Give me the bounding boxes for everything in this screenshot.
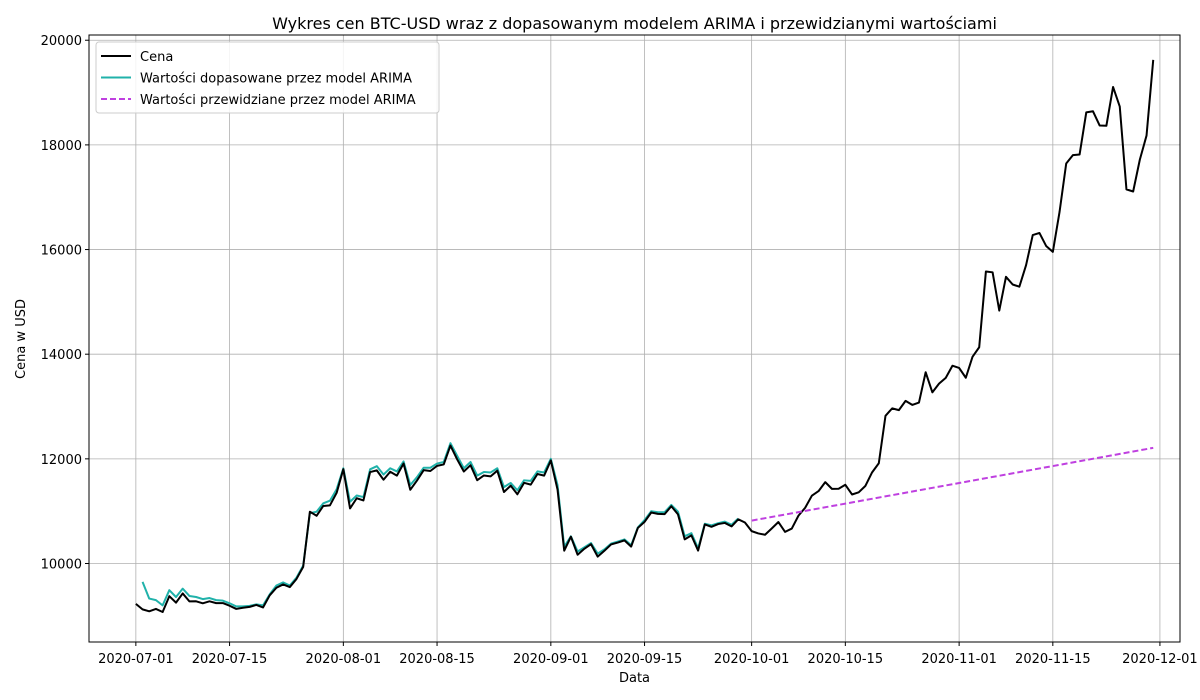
legend-entry-arima-forecast-label: Wartości przewidziane przez model ARIMA [140,93,416,108]
y-tick-label: 12000 [41,453,82,468]
series-lines [135,59,1155,614]
y-axis: 10000 12000 14000 16000 18000 20000 [41,34,89,573]
x-tick-label: 2020-07-01 [98,652,174,667]
y-tick-label: 16000 [41,244,82,259]
legend-box [95,41,440,114]
x-tick-label: 2020-12-01 [1122,652,1198,667]
y-tick-label: 10000 [41,558,82,573]
y-tick-label: 18000 [41,139,82,154]
y-tick-label: 14000 [41,348,82,363]
x-tick-label: 2020-09-15 [607,652,683,667]
x-tick-label: 2020-07-15 [192,652,268,667]
y-axis-label: Cena w USD [14,299,29,379]
x-axis: 2020-07-01 2020-07-15 2020-08-01 2020-08-15… [98,642,1198,667]
y-tick-label: 20000 [41,34,82,49]
x-tick-label: 2020-10-15 [808,652,884,667]
x-tick-label: 2020-08-15 [399,652,475,667]
chart-title: Wykres cen BTC-USD wraz z dopasowanym mo… [272,14,997,33]
x-tick-label: 2020-11-01 [921,652,997,667]
x-tick-label: 2020-09-01 [513,652,589,667]
x-axis-label: Data [619,671,650,686]
plot-area [88,34,1181,643]
series-line-price [135,59,1155,614]
x-tick-label: 2020-11-15 [1015,652,1091,667]
legend-entry-price-label: Cena [140,50,173,65]
series-line-arima-forecast [751,446,1154,522]
legend-entry-arima-fitted-label: Wartości dopasowane przez model ARIMA [140,72,412,87]
legend: Cena Wartości dopasowane przez model ARIM… [95,41,440,114]
series-line-arima-fitted [141,442,739,608]
x-tick-label: 2020-08-01 [306,652,382,667]
plot-frame [88,34,1181,643]
grid-lines [89,35,1180,642]
x-tick-label: 2020-10-01 [714,652,790,667]
